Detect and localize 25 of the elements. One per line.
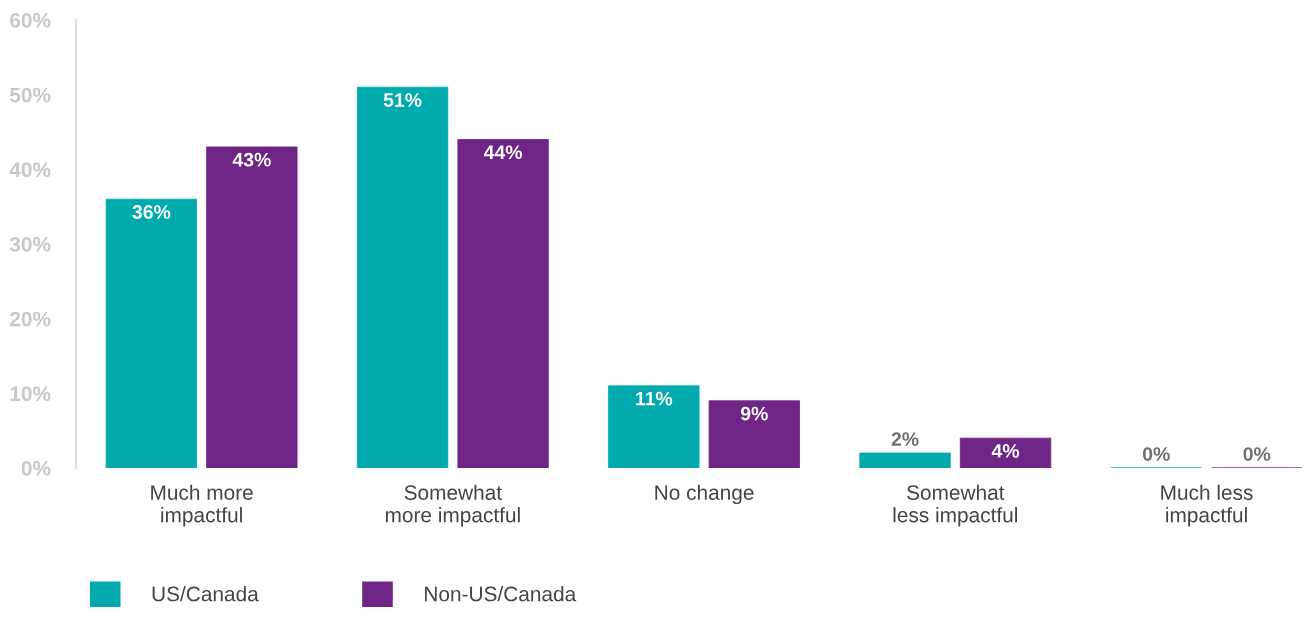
- data-label: 43%: [232, 152, 271, 167]
- data-label: 36%: [132, 205, 171, 219]
- data-label: 0%: [1243, 447, 1271, 461]
- x-tick-label: Somewhat more impactful: [385, 484, 520, 527]
- data-label: 0%: [1142, 447, 1170, 461]
- legend-label: Non-US/Canada: [425, 586, 577, 602]
- data-label: 2%: [891, 432, 919, 446]
- x-tick-label: Somewhat less impactful: [893, 484, 1017, 527]
- bar: [457, 139, 549, 468]
- legend-label: US/Canada: [152, 586, 259, 602]
- data-label: 11%: [636, 391, 673, 406]
- bar: [708, 400, 800, 468]
- x-tick-label: No change: [655, 484, 754, 505]
- data-label: 9%: [740, 406, 768, 421]
- bar: [959, 437, 1052, 468]
- data-label: 4%: [991, 444, 1020, 458]
- x-tick-label: Much more impactful: [151, 484, 253, 527]
- bar: [608, 385, 700, 468]
- bar: [206, 146, 298, 468]
- data-label: 51%: [383, 93, 422, 107]
- bar: [105, 198, 198, 468]
- bar: [859, 452, 951, 468]
- data-label: 44%: [483, 145, 523, 160]
- bar: [356, 86, 449, 468]
- x-tick-label: Much less impactful: [1161, 484, 1253, 527]
